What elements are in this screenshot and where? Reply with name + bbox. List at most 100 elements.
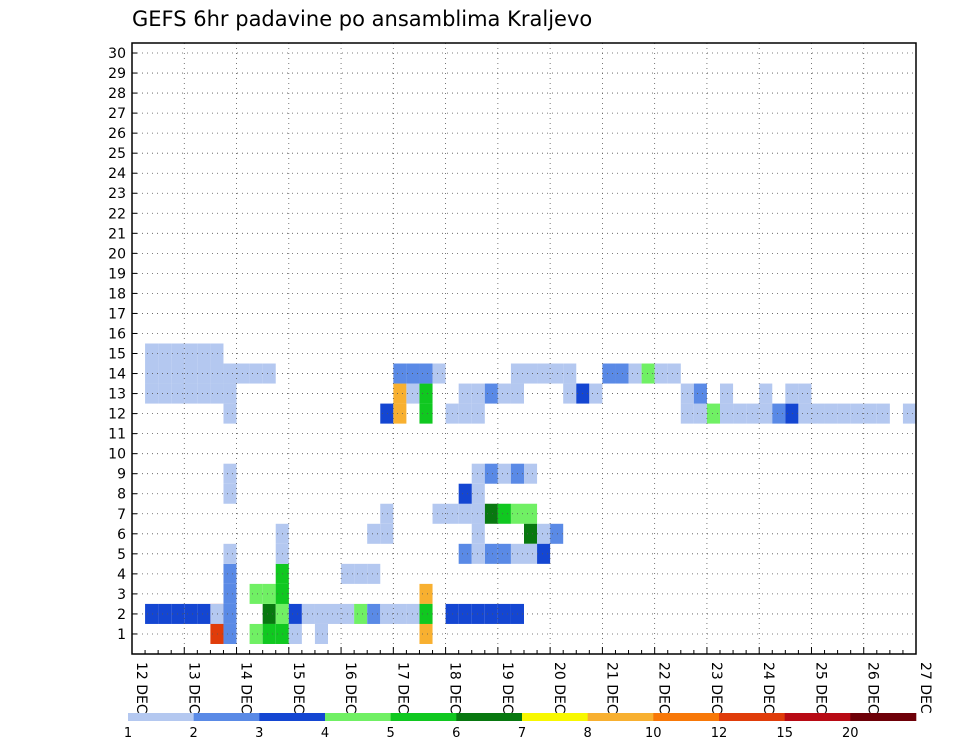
colorbar-label: 6: [452, 726, 460, 741]
heatmap-cell: [720, 383, 734, 404]
heatmap-cell: [419, 583, 433, 604]
colorbar-label: 3: [255, 726, 263, 741]
x-tick-label: 21 DEC: [603, 662, 619, 714]
y-tick-label: 4: [117, 567, 126, 583]
heatmap-cell: [798, 403, 812, 424]
heatmap-cell: [354, 603, 368, 624]
heatmap-cell: [798, 383, 812, 404]
heatmap-cell: [419, 603, 433, 624]
heatmap-cell: [223, 563, 237, 584]
x-tick-label: 19 DEC: [499, 662, 515, 714]
heatmap-cell: [184, 363, 198, 384]
heatmap-cell: [158, 363, 172, 384]
colorbar-swatch: [259, 713, 326, 721]
heatmap-cell: [458, 403, 472, 424]
heatmap-cell: [145, 343, 159, 364]
heatmap-cell: [393, 383, 407, 404]
heatmap-cell: [759, 403, 773, 424]
heatmap-cell: [785, 403, 799, 424]
heatmap-cell: [288, 603, 302, 624]
heatmap-cell: [902, 403, 916, 424]
heatmap-cell: [432, 503, 446, 524]
y-tick-label: 27: [108, 106, 126, 122]
heatmap-cell: [314, 623, 328, 644]
heatmap-cell: [524, 523, 538, 544]
heatmap-cell: [419, 383, 433, 404]
y-tick-label: 25: [108, 146, 126, 162]
heatmap-cell: [393, 403, 407, 424]
heatmap-cell: [419, 403, 433, 424]
colorbar-swatch: [850, 713, 917, 721]
heatmap-cell: [471, 603, 485, 624]
y-tick-label: 13: [108, 387, 126, 403]
heatmap-cell: [393, 603, 407, 624]
heatmap-cell: [458, 483, 472, 504]
x-tick-label: 27 DEC: [917, 662, 933, 714]
heatmap-cell: [223, 623, 237, 644]
colorbar-label: 15: [776, 726, 793, 741]
y-tick-label: 23: [108, 186, 126, 202]
heatmap-cell: [380, 503, 394, 524]
heatmap-cell: [589, 383, 603, 404]
heatmap-cell: [550, 523, 564, 544]
heatmap-cell: [393, 363, 407, 384]
heatmap-cell: [693, 403, 707, 424]
colorbar-label: 4: [321, 726, 329, 741]
heatmap-cell: [837, 403, 851, 424]
heatmap-cell: [262, 363, 276, 384]
y-tick-label: 17: [108, 306, 126, 322]
heatmap-cell: [158, 343, 172, 364]
heatmap-cell: [563, 383, 577, 404]
heatmap-cell: [262, 603, 276, 624]
heatmap-cell: [524, 463, 538, 484]
y-tick-label: 15: [108, 347, 126, 363]
heatmap-cell: [471, 503, 485, 524]
y-tick-label: 30: [108, 46, 126, 62]
heatmap-cell: [550, 363, 564, 384]
heatmap-cell: [497, 503, 511, 524]
heatmap-cell: [785, 383, 799, 404]
heatmap-cell: [484, 383, 498, 404]
y-tick-label: 12: [108, 407, 126, 423]
heatmap-cell: [184, 383, 198, 404]
y-tick-label: 18: [108, 286, 126, 302]
heatmap-cell: [484, 463, 498, 484]
heatmap-cell: [197, 383, 211, 404]
x-tick-label: 26 DEC: [865, 662, 881, 714]
heatmap-cell: [667, 363, 681, 384]
y-tick-label: 24: [108, 166, 126, 182]
colorbar-label: 12: [711, 726, 728, 741]
y-tick-label: 2: [117, 607, 126, 623]
colorbar-swatch: [587, 713, 654, 721]
x-tick-label: 15 DEC: [290, 662, 306, 714]
colorbar-swatch: [193, 713, 260, 721]
colorbar-swatch: [784, 713, 851, 721]
heatmap-cell: [876, 403, 890, 424]
x-tick-label: 25 DEC: [813, 662, 829, 714]
chart-title: GEFS 6hr padavine po ansamblima Kraljevo: [132, 7, 592, 31]
heatmap-cell: [458, 503, 472, 524]
heatmap-cell: [184, 343, 198, 364]
heatmap-cell: [537, 523, 551, 544]
x-tick-label: 22 DEC: [656, 662, 672, 714]
heatmap-cell: [458, 383, 472, 404]
heatmap-cell: [223, 363, 237, 384]
heatmap-cell: [458, 603, 472, 624]
heatmap-cell: [249, 623, 263, 644]
heatmap-cell: [223, 603, 237, 624]
heatmap-cell: [367, 523, 381, 544]
heatmap-cell: [145, 383, 159, 404]
x-tick-label: 16 DEC: [342, 662, 358, 714]
heatmap-cell: [184, 603, 198, 624]
heatmap-cell: [824, 403, 838, 424]
heatmap-cell: [471, 463, 485, 484]
x-tick-label: 24 DEC: [760, 662, 776, 714]
x-tick-label: 18 DEC: [447, 662, 463, 714]
x-tick-label: 20 DEC: [551, 662, 567, 714]
colorbar-swatch: [653, 713, 720, 721]
colorbar: 1 2 3 4 5 6 7 8 10 12 15 20: [124, 713, 917, 741]
colorbar-label: 8: [584, 726, 592, 741]
y-tick-label: 9: [117, 467, 126, 483]
y-tick-label: 28: [108, 86, 126, 102]
